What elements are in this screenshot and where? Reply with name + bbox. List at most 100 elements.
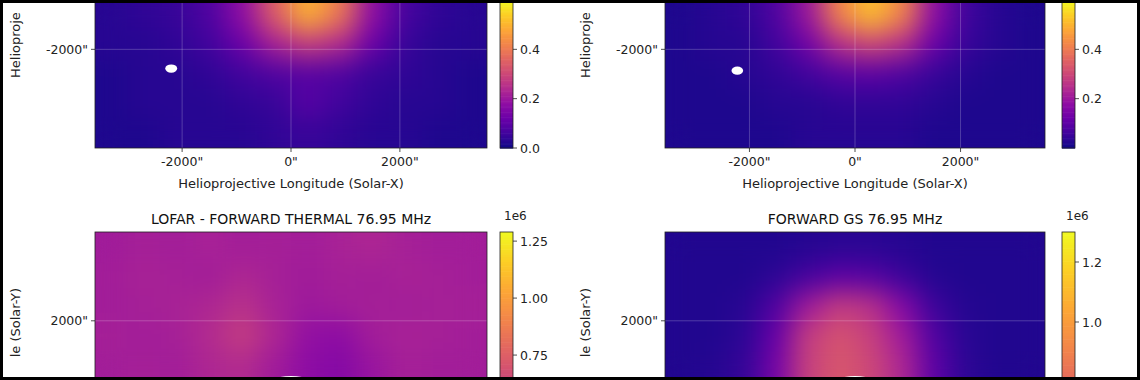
heat-cell <box>193 89 226 119</box>
heat-cell <box>792 291 824 321</box>
heat-cell <box>95 291 128 321</box>
heat-cell <box>823 118 855 148</box>
plot-frame <box>665 0 1045 148</box>
heat-cell <box>823 232 855 262</box>
heat-cell <box>389 0 422 30</box>
heat-cell <box>792 262 824 292</box>
heat-cell <box>760 59 792 89</box>
y-tick-label: 2000" <box>50 313 88 328</box>
x-axis-label: Helioprojective Longitude (Solar-X) <box>178 176 404 191</box>
heat-cell <box>855 89 887 119</box>
colorbar-tick <box>1075 49 1079 50</box>
heat-cell <box>728 321 760 351</box>
heat-cell <box>422 0 455 30</box>
colorbar-tick <box>513 355 517 356</box>
heat-cell <box>918 59 950 89</box>
heat-cell <box>665 262 697 292</box>
heat-cell <box>728 118 760 148</box>
heat-cell <box>356 89 389 119</box>
heat-cell <box>193 291 226 321</box>
grid-line <box>749 0 750 148</box>
heat-cell <box>160 89 193 119</box>
heat-cell <box>454 0 487 30</box>
y-axis-label: Helioproje <box>578 12 593 78</box>
colorbar-tick-label: 0.2 <box>520 91 540 106</box>
heat-cell <box>160 0 193 30</box>
heat-cell <box>291 350 324 380</box>
heat-cell <box>792 232 824 262</box>
heatmap <box>665 0 1045 148</box>
colorbar-tick-label: 1.00 <box>520 291 548 306</box>
heat-cell <box>760 291 792 321</box>
heat-cell <box>454 321 487 351</box>
heat-cell <box>1013 59 1045 89</box>
heat-cell <box>128 350 161 380</box>
heat-cell <box>324 321 357 351</box>
heat-cell <box>291 89 324 119</box>
heat-cell <box>1013 262 1045 292</box>
heat-cell <box>128 59 161 89</box>
heat-cell <box>665 118 697 148</box>
y-axis-label: le (Solar-Y) <box>8 288 23 357</box>
heat-cell <box>95 350 128 380</box>
heat-cell <box>258 350 291 380</box>
heat-cell <box>855 350 887 380</box>
plot-area <box>665 0 1045 148</box>
heat-cell <box>193 59 226 89</box>
heat-cell <box>760 30 792 60</box>
heat-cell <box>258 89 291 119</box>
heat-cell <box>193 321 226 351</box>
heat-cell <box>918 350 950 380</box>
heat-cell <box>950 350 982 380</box>
grid-line <box>291 0 292 148</box>
heat-cell <box>918 30 950 60</box>
heat-cell <box>389 232 422 262</box>
heat-cell <box>291 0 324 30</box>
heat-cell <box>918 0 950 30</box>
heat-cell <box>324 30 357 60</box>
heat-cell <box>128 118 161 148</box>
y-tick <box>661 320 665 321</box>
colorbar-tick <box>1075 322 1079 323</box>
heat-cell <box>792 350 824 380</box>
plot-area <box>665 232 1045 380</box>
heat-cell <box>389 30 422 60</box>
grid-line <box>665 49 1045 50</box>
colorbar-tick <box>513 241 517 242</box>
outer-border <box>2 2 1139 379</box>
heat-cell <box>792 118 824 148</box>
heat-cell <box>95 0 128 30</box>
heat-cell <box>697 232 729 262</box>
heat-cell <box>422 118 455 148</box>
heat-cell <box>982 291 1014 321</box>
colorbar-frame <box>1062 232 1075 380</box>
heat-cell <box>291 291 324 321</box>
heat-cell <box>1013 232 1045 262</box>
colorbar: 0.00.20.4 <box>500 0 540 156</box>
heat-cell <box>356 0 389 30</box>
heat-cell <box>389 350 422 380</box>
heat-cell <box>291 321 324 351</box>
heat-cell <box>697 291 729 321</box>
y-tick-label: -2000" <box>46 42 88 57</box>
colorbar-tick-label: 1.0 <box>1082 315 1102 330</box>
heat-cell <box>728 30 760 60</box>
heat-cell <box>855 30 887 60</box>
heat-cell <box>697 262 729 292</box>
heat-cell <box>950 118 982 148</box>
heat-cell <box>389 291 422 321</box>
heat-cell <box>887 350 919 380</box>
heatmap <box>665 232 1045 380</box>
heat-cell <box>887 89 919 119</box>
heat-cell <box>855 262 887 292</box>
heat-cell <box>665 59 697 89</box>
x-tick <box>749 148 750 152</box>
heat-cell <box>950 89 982 119</box>
heat-cell <box>128 89 161 119</box>
heat-cell <box>291 59 324 89</box>
heat-cell <box>918 291 950 321</box>
colorbar-tick <box>513 49 517 50</box>
colorbar-tick-label: 0.2 <box>1082 91 1102 106</box>
heat-cell <box>324 291 357 321</box>
heat-cell <box>258 291 291 321</box>
